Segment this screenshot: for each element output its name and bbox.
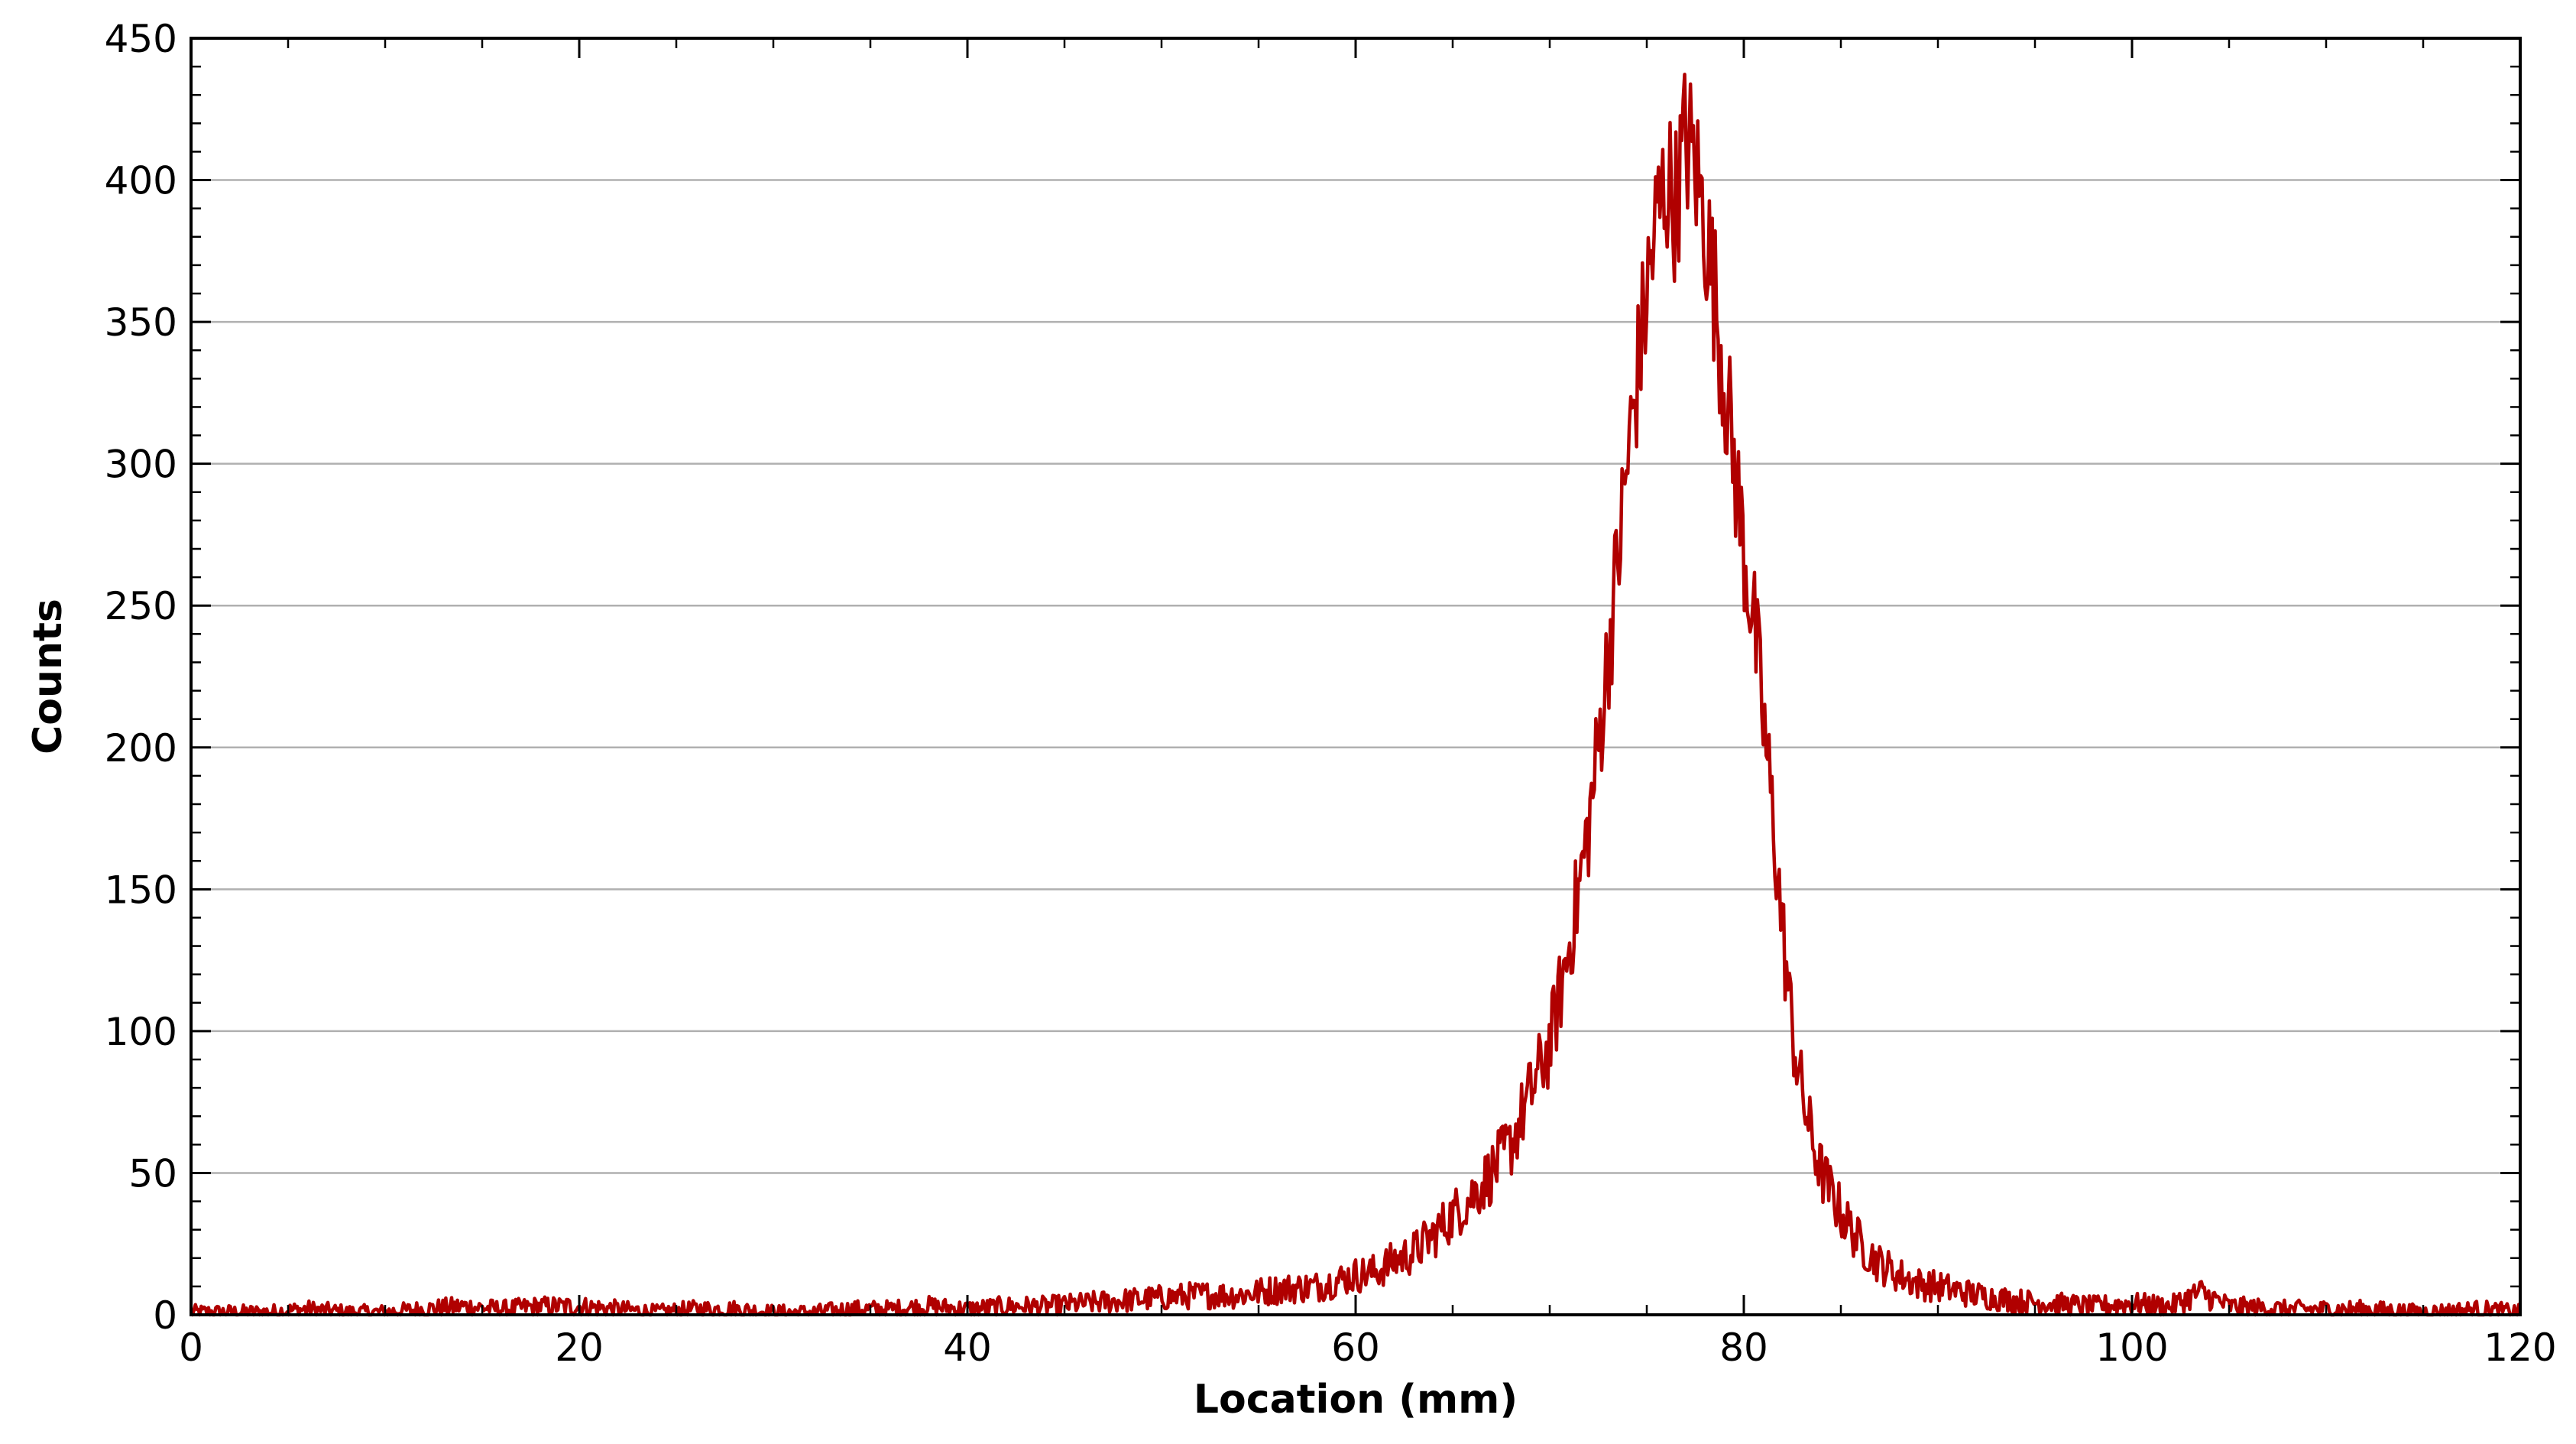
grid-lines: [191, 179, 2520, 1174]
ytick-label-150: 150: [105, 868, 177, 912]
ytick-label-100: 100: [105, 1010, 177, 1054]
ytick-label-0: 0: [153, 1293, 177, 1338]
xtick-label-60: 60: [1331, 1326, 1380, 1370]
counts-series-line: [189, 73, 2523, 1317]
xtick-label-40: 40: [943, 1326, 992, 1370]
axis-ticks: [190, 37, 2522, 1316]
ytick-label-350: 350: [105, 300, 177, 345]
ytick-label-450: 450: [105, 17, 177, 61]
xtick-label-20: 20: [555, 1326, 604, 1370]
xtick-label-120: 120: [2484, 1326, 2556, 1370]
ytick-label-50: 50: [128, 1151, 177, 1196]
y-axis-label: Counts: [25, 599, 71, 754]
ytick-label-300: 300: [105, 443, 177, 487]
xtick-label-0: 0: [179, 1326, 203, 1370]
xtick-label-80: 80: [1719, 1326, 1768, 1370]
ytick-label-250: 250: [105, 584, 177, 628]
ytick-label-200: 200: [105, 726, 177, 771]
x-tick-labels: 0 20 40 60 80 100 120: [179, 1326, 2557, 1370]
ytick-label-400: 400: [105, 159, 177, 203]
plot-frame: [190, 37, 2522, 1316]
xtick-label-100: 100: [2095, 1326, 2168, 1370]
y-tick-labels: 0 50 100 150 200 250 300 350 400 450: [105, 17, 177, 1338]
x-axis-label: Location (mm): [1194, 1377, 1518, 1423]
